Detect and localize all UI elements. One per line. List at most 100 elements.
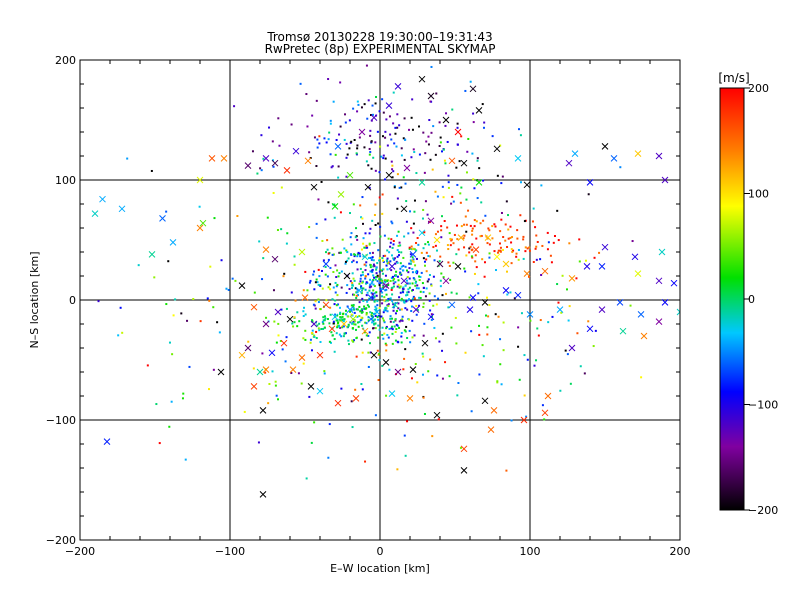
- echo-dot: [372, 289, 375, 292]
- echo-dot: [338, 251, 341, 254]
- echo-cross: [436, 260, 444, 268]
- echo-dot: [313, 335, 316, 338]
- echo-dot: [323, 319, 326, 322]
- echo-dot: [360, 338, 363, 341]
- echo-dot: [366, 291, 369, 294]
- echo-dot: [403, 235, 406, 238]
- echo-dot: [314, 300, 317, 303]
- echo-dot: [481, 258, 484, 261]
- echo-dot: [165, 303, 168, 306]
- echo-cross: [196, 176, 204, 184]
- echo-dot: [452, 242, 455, 245]
- echo-dot: [390, 269, 393, 272]
- echo-cross: [250, 383, 258, 390]
- echo-dot: [404, 265, 407, 268]
- echo-dot: [397, 230, 400, 233]
- echo-dot: [350, 140, 353, 143]
- echo-dot: [367, 351, 370, 354]
- echo-dot: [374, 322, 377, 325]
- echo-dot: [415, 304, 418, 307]
- echo-dot: [382, 311, 385, 314]
- echo-dot: [352, 305, 355, 308]
- echo-dot: [411, 247, 414, 250]
- echo-dot: [396, 255, 399, 258]
- echo-dot: [354, 236, 357, 239]
- echo-dot: [317, 298, 320, 301]
- echo-dot: [455, 224, 458, 227]
- echo-dot: [337, 325, 340, 328]
- echo-dot: [396, 261, 399, 264]
- echo-dot: [356, 268, 359, 271]
- echo-dot: [472, 178, 475, 181]
- echo-dot: [356, 147, 359, 150]
- echo-dot: [415, 287, 418, 290]
- echo-dot: [401, 318, 404, 321]
- echo-dot: [356, 238, 359, 241]
- echo-cross: [367, 294, 375, 301]
- echo-dot: [438, 121, 441, 124]
- echo-dot: [516, 237, 519, 240]
- echo-dot: [393, 185, 396, 188]
- echo-dot: [360, 285, 363, 288]
- echo-dot: [375, 276, 378, 279]
- echo-dot: [381, 317, 384, 320]
- echo-dot: [406, 308, 409, 311]
- echo-dot: [167, 260, 170, 263]
- echo-cross: [159, 215, 166, 222]
- echo-dot: [455, 292, 458, 295]
- echo-cross: [601, 143, 609, 150]
- echo-dot: [371, 256, 374, 259]
- echo-dot: [381, 295, 384, 298]
- echo-dot: [401, 319, 404, 322]
- echo-dot: [391, 332, 394, 335]
- echo-cross: [301, 294, 309, 301]
- echo-dot: [384, 307, 387, 310]
- echo-dot: [498, 242, 501, 245]
- echo-dot: [502, 349, 505, 352]
- echo-dot: [424, 152, 427, 155]
- echo-dot: [400, 265, 403, 268]
- echo-dot: [371, 292, 374, 295]
- echo-dot: [504, 223, 507, 226]
- echo-dot: [499, 144, 502, 147]
- echo-dot: [331, 298, 334, 301]
- echo-cross: [385, 171, 393, 179]
- echo-dot: [418, 275, 421, 278]
- echo-dot: [391, 164, 394, 167]
- echo-dot: [385, 325, 388, 328]
- echo-cross: [541, 409, 549, 417]
- echo-dot: [354, 388, 357, 391]
- echo-cross: [304, 157, 312, 165]
- echo-dot: [309, 338, 312, 341]
- echo-dot: [439, 255, 442, 258]
- echo-dot: [363, 263, 366, 266]
- echo-dot: [146, 364, 149, 367]
- echo-dot: [316, 146, 319, 149]
- echo-dot: [350, 243, 353, 246]
- echo-dot: [478, 373, 481, 376]
- echo-dot: [525, 415, 528, 418]
- echo-dot: [315, 99, 318, 102]
- echo-dot: [213, 217, 216, 220]
- y-tick-label: −200: [46, 534, 76, 547]
- echo-dot: [404, 182, 407, 185]
- echo-dot: [394, 126, 397, 129]
- echo-dot: [369, 227, 372, 230]
- echo-cross: [460, 445, 468, 453]
- echo-dot: [231, 277, 234, 280]
- echo-dot: [541, 244, 544, 247]
- echo-dot: [304, 270, 307, 273]
- echo-dot: [359, 267, 362, 270]
- echo-dot: [413, 199, 416, 202]
- echo-dot: [362, 287, 365, 290]
- echo-dot: [378, 282, 381, 285]
- echo-dot: [450, 202, 453, 205]
- echo-dot: [386, 310, 389, 313]
- echo-dot: [370, 258, 373, 261]
- echo-dot: [441, 349, 444, 352]
- echo-dot: [383, 332, 386, 335]
- echo-dot: [378, 110, 381, 113]
- echo-dot: [404, 138, 407, 141]
- echo-dot: [365, 322, 368, 325]
- echo-dot: [443, 159, 446, 162]
